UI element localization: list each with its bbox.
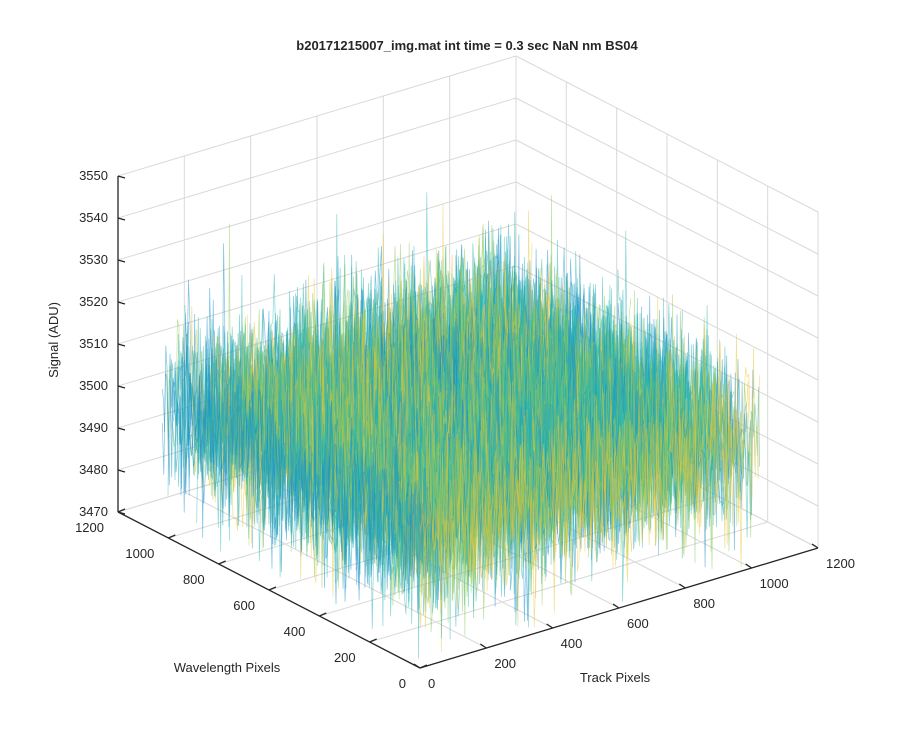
- z-tick-label: 3520: [79, 294, 108, 309]
- x-tick-label: 200: [494, 656, 516, 671]
- x-tick-mark: [745, 563, 753, 569]
- y-tick-label: 1200: [75, 520, 104, 535]
- surface-mesh: [161, 192, 760, 659]
- y-tick-mark: [168, 534, 176, 539]
- wall-gridline: [515, 223, 819, 381]
- chart-title: b20171215007_img.mat int time = 0.3 sec …: [296, 38, 638, 53]
- wall-gridline: [515, 55, 819, 213]
- x-tick-label: 1000: [760, 576, 789, 591]
- tick-labels: 0 200 400 600 800 1000 1200 0 200 400 600 800 1000 12…: [75, 168, 855, 691]
- z-tick-label: 3540: [79, 210, 108, 225]
- y-tick-label: 200: [334, 650, 356, 665]
- x-tick-mark: [811, 543, 819, 549]
- x-tick-mark: [413, 663, 421, 669]
- z-tick-label: 3490: [79, 420, 108, 435]
- wall-gridline: [117, 139, 517, 261]
- z-tick-label: 3470: [79, 504, 108, 519]
- wall-gridline: [515, 139, 819, 297]
- surface-mesh-line: [415, 361, 756, 633]
- x-tick-label: 0: [428, 676, 435, 691]
- y-tick-mark: [369, 638, 377, 643]
- z-tick-mark: [117, 301, 126, 305]
- wall-gridline: [117, 181, 517, 303]
- z-axis-label: Signal (ADU): [46, 302, 61, 378]
- x-tick-label: 400: [561, 636, 583, 651]
- z-tick-mark: [117, 469, 126, 473]
- wall-gridline: [515, 97, 819, 255]
- x-tick-label: 600: [627, 616, 649, 631]
- wall-gridline: [117, 223, 517, 345]
- surface-mesh-line: [161, 330, 421, 613]
- y-tick-label: 400: [284, 624, 306, 639]
- x-tick-mark: [479, 643, 487, 649]
- y-axis-label: Wavelength Pixels: [174, 660, 281, 675]
- z-tick-mark: [117, 175, 126, 179]
- y-tick-mark: [319, 612, 327, 617]
- wall-gridline: [117, 55, 517, 177]
- y-tick-mark: [419, 664, 428, 669]
- axes-lines: [117, 175, 819, 669]
- surface-mesh-line: [167, 347, 427, 659]
- x-tick-label: 1200: [826, 556, 855, 571]
- y-tick-mark: [268, 586, 277, 591]
- z-tick-label: 3510: [79, 336, 108, 351]
- y-tick-label: 800: [183, 572, 205, 587]
- z-tick-mark: [117, 259, 126, 263]
- z-tick-mark: [117, 343, 126, 347]
- wall-gridline: [515, 181, 819, 339]
- z-tick-label: 3550: [79, 168, 108, 183]
- z-tick-mark: [117, 385, 126, 389]
- wall-gridline: [117, 97, 517, 219]
- y-tick-mark: [218, 560, 226, 565]
- y-tick-mark: [117, 508, 126, 513]
- floor-gridline-y: [369, 521, 768, 643]
- z-tick-label: 3480: [79, 462, 108, 477]
- x-tick-mark: [612, 603, 620, 609]
- y-tick-label: 600: [233, 598, 255, 613]
- z-tick-mark: [117, 217, 126, 221]
- z-tick-mark: [117, 427, 126, 431]
- x-tick-mark: [546, 623, 554, 629]
- z-tick-label: 3530: [79, 252, 108, 267]
- surface-mesh-line: [419, 296, 760, 628]
- x-axis-label: Track Pixels: [580, 670, 651, 685]
- y-tick-label: 0: [399, 676, 406, 691]
- z-tick-label: 3500: [79, 378, 108, 393]
- x-tick-mark: [678, 583, 686, 589]
- z-tick-mark: [117, 511, 126, 515]
- y-tick-label: 1000: [125, 546, 154, 561]
- x-tick-label: 800: [693, 596, 715, 611]
